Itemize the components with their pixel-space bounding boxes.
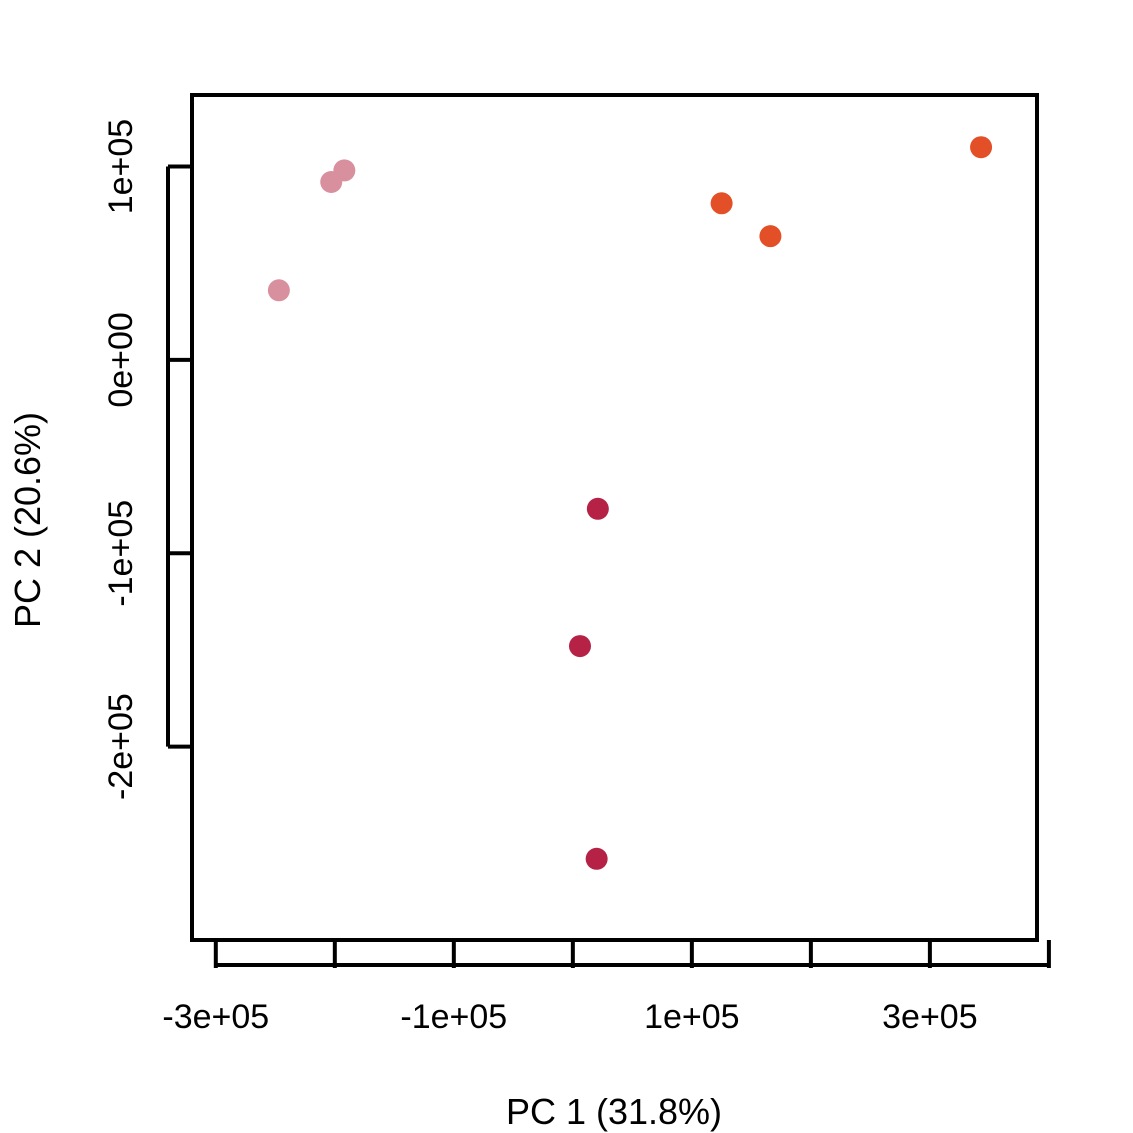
- y-tick-label: -2e+05: [102, 693, 140, 800]
- data-point: [267, 279, 290, 302]
- y-axis-label: PC 2 (20.6%): [7, 412, 48, 628]
- x-tick-label: -3e+05: [162, 998, 269, 1036]
- points-layer: [267, 136, 993, 870]
- data-point: [568, 635, 591, 658]
- data-point: [586, 497, 609, 520]
- y-tick-label: 0e+00: [102, 312, 140, 408]
- plot-frame: [190, 93, 1039, 942]
- data-point: [585, 847, 608, 870]
- x-tick-label: 3e+05: [882, 998, 978, 1036]
- x-tick-label: -1e+05: [400, 998, 507, 1036]
- data-point: [759, 225, 782, 248]
- axes-layer: -3e+05 -1e+05 1e+05 3e+05 1e+05 0e+00 -1e+05 -2…: [102, 93, 1051, 1036]
- data-point: [970, 136, 993, 159]
- y-tick-label: 1e+05: [102, 119, 140, 215]
- x-tick-label: 1e+05: [644, 998, 740, 1036]
- y-tick-label: -1e+05: [102, 500, 140, 607]
- data-point: [710, 192, 733, 215]
- x-axis-label: PC 1 (31.8%): [506, 1091, 722, 1132]
- data-point: [333, 159, 356, 182]
